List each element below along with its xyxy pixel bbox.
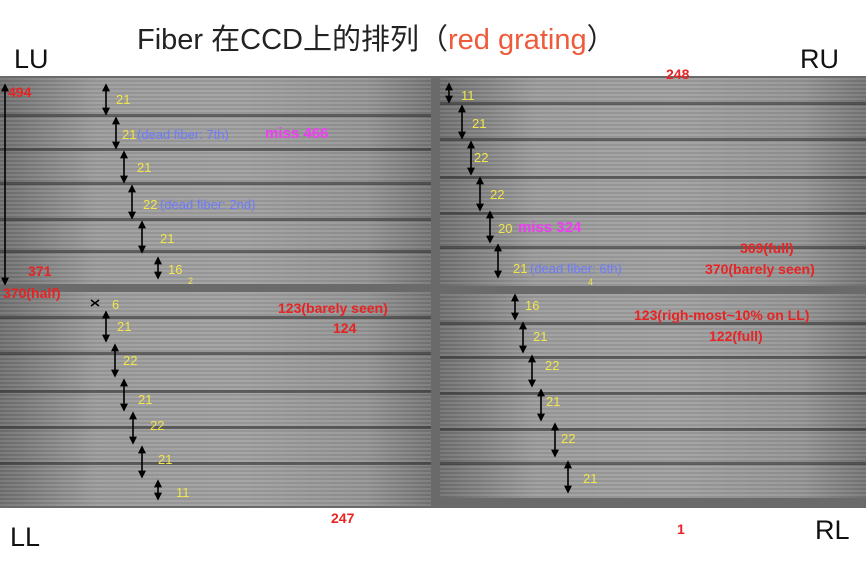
ll-gap-1: 6 <box>112 297 120 312</box>
rl-note-2: 122(full) <box>709 328 763 344</box>
ru-gap-6: 21 <box>513 261 528 276</box>
ru-gap-1: 11 <box>461 88 475 103</box>
rl-gap-4: 21 <box>546 394 561 409</box>
page-title: Fiber 在CCD上的排列（red grating） <box>137 16 616 58</box>
panel-ru <box>440 78 866 286</box>
ll-bottom-count: 247 <box>331 510 355 526</box>
lu-top-count: 494 <box>8 84 32 100</box>
ru-gap-7: 4 <box>588 277 594 287</box>
lu-dead-note-2: (dead fiber: 2nd) <box>160 197 256 212</box>
corner-label-rl: RL <box>815 515 850 545</box>
panel-ll <box>0 292 431 506</box>
corner-label-ll: LL <box>10 522 41 552</box>
ll-gap-5: 22 <box>150 418 165 433</box>
ll-gap-2: 21 <box>117 319 132 334</box>
rl-bottom-count: 1 <box>677 521 685 537</box>
rl-gap-5: 22 <box>561 431 576 446</box>
ru-gap-4: 22 <box>490 187 505 202</box>
ll-gap-6: 21 <box>158 452 173 467</box>
rl-gap-1: 16 <box>525 298 540 313</box>
title-highlight: red grating <box>447 24 587 56</box>
lu-gap-2: 21 <box>122 127 137 142</box>
ru-top-count: 248 <box>666 66 690 82</box>
lu-gap-6: 16 <box>168 262 183 277</box>
ll-note-1: 123(barely seen) <box>278 300 388 316</box>
panel-rl <box>440 294 866 498</box>
corner-label-ru: RU <box>800 44 839 74</box>
lu-gap-1: 21 <box>116 92 131 107</box>
ru-note-2: 370(barely seen) <box>705 261 815 277</box>
lu-gap-3: 21 <box>137 160 152 175</box>
ru-miss-note: miss 324 <box>518 219 582 236</box>
corner-label-lu: LU <box>14 44 49 74</box>
lu-bottom-count: 371 <box>28 263 52 279</box>
ru-gap-3: 22 <box>474 150 489 165</box>
lu-gap-5: 21 <box>160 231 175 246</box>
panel-lu <box>0 78 431 284</box>
title-suffix: ） <box>586 24 616 56</box>
ru-gap-5: 20 <box>498 221 513 236</box>
ll-top-count: 370(half) <box>3 285 61 301</box>
ll-note-2: 124 <box>333 320 357 336</box>
lu-gap-7: 2 <box>188 276 194 286</box>
lu-miss-note: miss 466 <box>265 125 329 142</box>
ru-note-1: 369(full) <box>740 240 794 256</box>
rl-gap-2: 21 <box>533 329 548 344</box>
ll-gap-4: 21 <box>138 392 153 407</box>
lu-gap-4: 22 <box>143 197 158 212</box>
title-prefix: Fiber 在CCD上的排列（ <box>137 24 448 56</box>
ll-gap-3: 22 <box>123 353 138 368</box>
ll-gap-7: 11 <box>176 485 190 500</box>
ru-gap-2: 21 <box>472 116 487 131</box>
lu-dead-note-1: (dead fiber: 7th) <box>137 127 229 142</box>
ru-dead-note: (dead fiber: 6th) <box>530 261 622 276</box>
rl-gap-6: 21 <box>583 471 598 486</box>
rl-gap-3: 22 <box>545 358 560 373</box>
rl-note-1: 123(righ-most~10% on LL) <box>634 307 810 323</box>
ll-small-mark <box>90 299 100 307</box>
